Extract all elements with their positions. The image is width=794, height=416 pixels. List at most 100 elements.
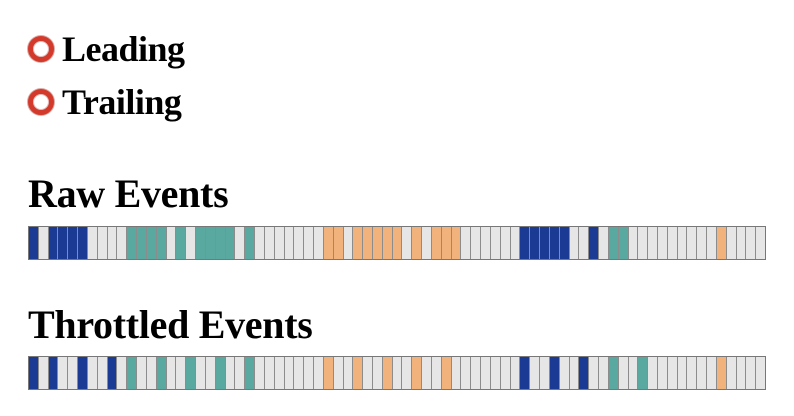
- event-cell-empty: [589, 357, 600, 389]
- event-cell-empty: [697, 357, 708, 389]
- event-cell-empty: [648, 357, 658, 389]
- event-cell-empty: [746, 227, 757, 259]
- event-cell-orange: [431, 227, 442, 259]
- event-cell-empty: [314, 357, 324, 389]
- event-cell-teal: [127, 227, 138, 259]
- event-cell-empty: [569, 227, 580, 259]
- leading-option[interactable]: Leading: [28, 29, 185, 69]
- event-cell-empty: [510, 357, 521, 389]
- event-cell-empty: [117, 227, 128, 259]
- event-cell-teal: [245, 357, 256, 389]
- event-cell-empty: [540, 357, 550, 389]
- event-cell-blue: [589, 227, 600, 259]
- event-cell-orange: [441, 227, 452, 259]
- event-cell-empty: [471, 357, 482, 389]
- event-cell-empty: [38, 357, 49, 389]
- event-cell-empty: [58, 357, 69, 389]
- event-cell-empty: [431, 357, 442, 389]
- event-cell-empty: [461, 227, 472, 259]
- event-cell-blue: [107, 357, 118, 389]
- event-cell-orange: [412, 227, 423, 259]
- event-cell-blue: [549, 357, 560, 389]
- event-cell-empty: [687, 357, 698, 389]
- throttled-events-strip: [28, 356, 766, 390]
- trailing-option[interactable]: Trailing: [28, 82, 182, 122]
- throttled-events-title: Throttled Events: [28, 302, 313, 347]
- event-cell-empty: [569, 357, 580, 389]
- event-cell-empty: [274, 357, 285, 389]
- raw-events-strip: [28, 226, 766, 260]
- event-cell-blue: [549, 227, 560, 259]
- event-cell-empty: [284, 357, 295, 389]
- event-cell-empty: [343, 227, 354, 259]
- event-cell-empty: [707, 357, 717, 389]
- event-cell-empty: [372, 357, 383, 389]
- event-cell-empty: [471, 227, 482, 259]
- event-cell-empty: [628, 227, 639, 259]
- event-cell-teal: [137, 227, 147, 259]
- event-cell-empty: [235, 357, 246, 389]
- event-cell-empty: [363, 357, 373, 389]
- event-cell-empty: [579, 227, 590, 259]
- event-cell-empty: [667, 357, 678, 389]
- event-cell-teal: [186, 357, 197, 389]
- event-cell-empty: [255, 227, 265, 259]
- event-cell-orange: [372, 227, 383, 259]
- event-cell-empty: [481, 227, 491, 259]
- event-cell-empty: [658, 227, 668, 259]
- raw-events-title: Raw Events: [28, 171, 229, 216]
- event-cell-empty: [559, 357, 570, 389]
- event-cell-empty: [500, 357, 511, 389]
- event-cell-empty: [166, 227, 177, 259]
- event-cell-empty: [186, 227, 197, 259]
- event-cell-empty: [746, 357, 757, 389]
- event-cell-empty: [687, 227, 698, 259]
- event-cell-empty: [638, 227, 649, 259]
- event-cell-blue: [579, 357, 590, 389]
- event-cell-orange: [716, 357, 727, 389]
- event-cell-empty: [599, 357, 609, 389]
- event-cell-empty: [38, 227, 49, 259]
- event-cell-orange: [412, 357, 423, 389]
- event-cell-teal: [215, 357, 226, 389]
- event-cell-empty: [87, 227, 98, 259]
- event-cell-empty: [205, 357, 216, 389]
- event-cell-empty: [422, 357, 432, 389]
- event-cell-empty: [264, 357, 275, 389]
- event-cell-orange: [451, 227, 462, 259]
- event-cell-blue: [530, 227, 541, 259]
- event-cell-empty: [490, 227, 501, 259]
- event-cell-empty: [294, 357, 305, 389]
- trailing-label: Trailing: [62, 82, 182, 122]
- event-cell-teal: [127, 357, 138, 389]
- event-cell-teal: [146, 227, 157, 259]
- event-cell-empty: [736, 357, 747, 389]
- event-cell-teal: [156, 357, 167, 389]
- event-cell-blue: [48, 227, 59, 259]
- red-ring-icon[interactable]: [28, 36, 54, 62]
- event-cell-empty: [97, 357, 108, 389]
- red-ring-icon[interactable]: [28, 89, 54, 115]
- event-cell-empty: [146, 357, 157, 389]
- event-cell-empty: [490, 357, 501, 389]
- event-cell-empty: [343, 357, 354, 389]
- event-cell-empty: [530, 357, 541, 389]
- event-cell-blue: [48, 357, 59, 389]
- event-cell-empty: [510, 227, 521, 259]
- event-cell-empty: [166, 357, 177, 389]
- event-cell-teal: [205, 227, 216, 259]
- event-cell-teal: [176, 227, 187, 259]
- event-cell-blue: [78, 357, 88, 389]
- event-cell-teal: [215, 227, 226, 259]
- event-cell-empty: [726, 227, 737, 259]
- event-cell-empty: [294, 227, 305, 259]
- event-cell-orange: [333, 227, 344, 259]
- event-cell-empty: [117, 357, 128, 389]
- event-cell-empty: [107, 227, 118, 259]
- event-cell-blue: [29, 357, 39, 389]
- leading-label: Leading: [62, 29, 185, 69]
- event-cell-blue: [29, 227, 39, 259]
- event-cell-orange: [353, 227, 364, 259]
- event-cell-empty: [677, 357, 688, 389]
- event-cell-empty: [697, 227, 708, 259]
